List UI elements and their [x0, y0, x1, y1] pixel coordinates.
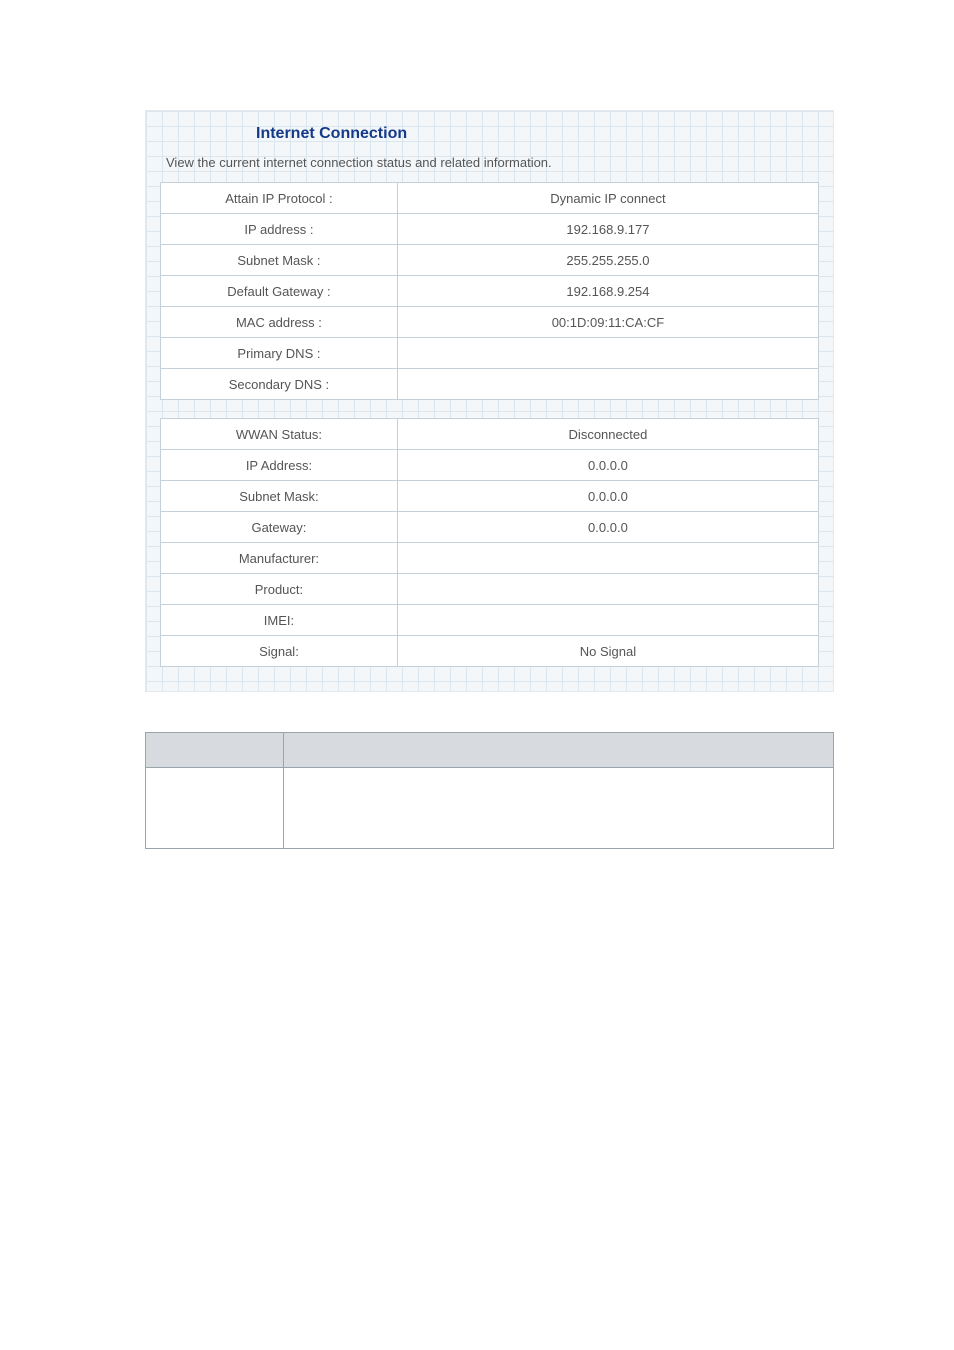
panel-description: View the current internet connection sta…: [160, 155, 819, 182]
param-header: [146, 733, 284, 768]
wwan-row: WWAN Status:Disconnected: [161, 419, 819, 450]
parameter-description-table: [145, 732, 834, 849]
wan-value: 00:1D:09:11:CA:CF: [397, 307, 818, 338]
wwan-value: 0.0.0.0: [397, 481, 818, 512]
wan-row: Secondary DNS :: [161, 369, 819, 400]
wan-row: Subnet Mask :255.255.255.0: [161, 245, 819, 276]
panel-title: Internet Connection: [160, 125, 819, 155]
wan-row: Primary DNS :: [161, 338, 819, 369]
wwan-label: Signal:: [161, 636, 398, 667]
wwan-label: IP Address:: [161, 450, 398, 481]
description-header: [283, 733, 833, 768]
wwan-value: 0.0.0.0: [397, 512, 818, 543]
wwan-row: Gateway:0.0.0.0: [161, 512, 819, 543]
wwan-value: [397, 574, 818, 605]
wan-label: Attain IP Protocol :: [161, 183, 398, 214]
wwan-value: [397, 543, 818, 574]
wan-label: IP address :: [161, 214, 398, 245]
wwan-value: [397, 605, 818, 636]
wwan-row: Product:: [161, 574, 819, 605]
table-row: [146, 768, 834, 849]
wan-value: 192.168.9.254: [397, 276, 818, 307]
wwan-row: Manufacturer:: [161, 543, 819, 574]
wwan-label: WWAN Status:: [161, 419, 398, 450]
wwan-value: No Signal: [397, 636, 818, 667]
wan-value: [397, 338, 818, 369]
wan-label: Secondary DNS :: [161, 369, 398, 400]
wwan-label: Manufacturer:: [161, 543, 398, 574]
wan-value: Dynamic IP connect: [397, 183, 818, 214]
wwan-label: Subnet Mask:: [161, 481, 398, 512]
wwan-label: IMEI:: [161, 605, 398, 636]
wan-row: MAC address :00:1D:09:11:CA:CF: [161, 307, 819, 338]
wwan-row: Subnet Mask:0.0.0.0: [161, 481, 819, 512]
wan-row: Attain IP Protocol :Dynamic IP connect: [161, 183, 819, 214]
wan-row: IP address :192.168.9.177: [161, 214, 819, 245]
wan-value: 192.168.9.177: [397, 214, 818, 245]
wwan-info-table: WWAN Status:DisconnectedIP Address:0.0.0…: [160, 418, 819, 667]
wwan-value: Disconnected: [397, 419, 818, 450]
wwan-label: Product:: [161, 574, 398, 605]
wan-row: Default Gateway :192.168.9.254: [161, 276, 819, 307]
wan-label: Subnet Mask :: [161, 245, 398, 276]
wwan-row: Signal:No Signal: [161, 636, 819, 667]
wwan-row: IMEI:: [161, 605, 819, 636]
wan-value: [397, 369, 818, 400]
wwan-row: IP Address:0.0.0.0: [161, 450, 819, 481]
internet-connection-panel: Internet Connection View the current int…: [145, 110, 834, 692]
wan-label: Primary DNS :: [161, 338, 398, 369]
wan-info-table: Attain IP Protocol :Dynamic IP connectIP…: [160, 182, 819, 400]
wan-label: MAC address :: [161, 307, 398, 338]
wwan-value: 0.0.0.0: [397, 450, 818, 481]
wan-label: Default Gateway :: [161, 276, 398, 307]
wwan-label: Gateway:: [161, 512, 398, 543]
wan-value: 255.255.255.0: [397, 245, 818, 276]
